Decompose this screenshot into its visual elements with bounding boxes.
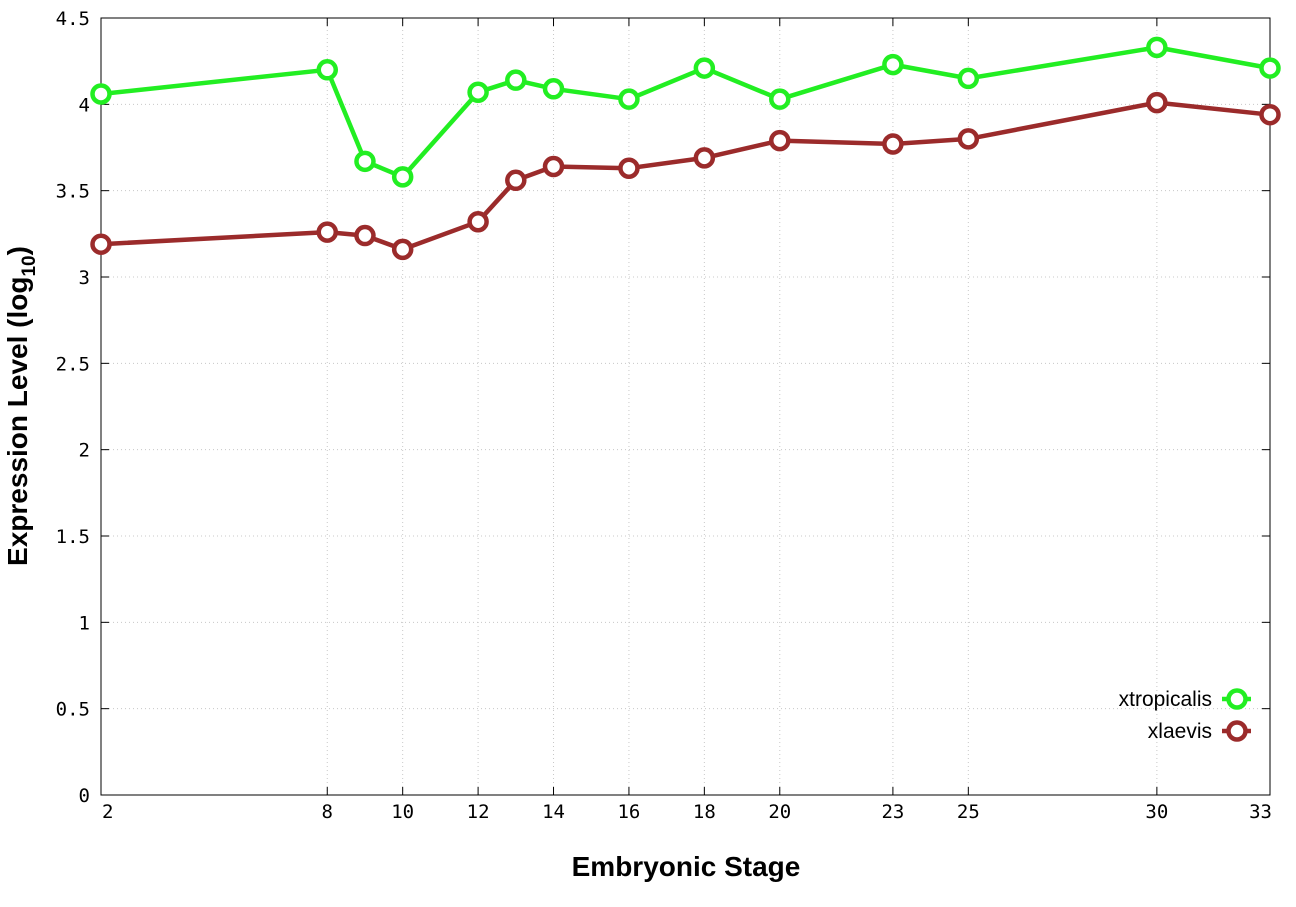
data-point-xtropicalis [693, 57, 716, 79]
legend-swatch-marker-xtropicalis [1226, 688, 1248, 710]
x-tick-label: 14 [542, 801, 565, 823]
data-point-xlaevis [505, 169, 527, 192]
data-point-xtropicalis [316, 59, 339, 81]
x-axis-title: Embryonic Stage [572, 851, 801, 882]
series-line-xtropicalis [100, 45, 1271, 180]
y-tick-label: 4 [79, 94, 90, 116]
data-point-xlaevis [1146, 91, 1168, 114]
data-point-xlaevis [316, 221, 339, 243]
data-point-xtropicalis [354, 150, 376, 173]
x-tick-label: 18 [693, 801, 716, 823]
y-axis-title-main: Expression Level (log [2, 277, 33, 566]
x-tick-label: 12 [467, 801, 490, 823]
x-tick-label: 10 [391, 801, 414, 823]
data-point-xtropicalis [618, 88, 640, 110]
data-point-xlaevis [957, 128, 980, 150]
x-tick-label: 2 [102, 801, 113, 823]
x-tick-label: 25 [957, 801, 980, 823]
data-point-xlaevis [467, 210, 489, 233]
y-tick-label: 0 [79, 785, 90, 807]
legend-swatch-marker-xlaevis [1226, 720, 1248, 742]
y-tick-label: 2.5 [56, 353, 90, 375]
data-point-xlaevis [542, 155, 565, 178]
y-tick-label: 1.5 [56, 526, 90, 548]
data-point-xtropicalis [90, 83, 112, 105]
data-point-xtropicalis [1146, 36, 1168, 59]
x-tick-label: 23 [881, 801, 904, 823]
legend-label-xlaevis: xlaevis [1148, 720, 1212, 743]
data-point-xtropicalis [467, 81, 489, 103]
data-point-xtropicalis [505, 69, 527, 91]
data-point-xlaevis [618, 157, 640, 179]
grid-layer [101, 18, 1270, 795]
data-point-xlaevis [354, 224, 376, 247]
series-line-xlaevis [100, 100, 1271, 252]
y-axis-title-close: ) [2, 246, 33, 255]
data-point-xtropicalis [542, 78, 565, 100]
data-point-xlaevis [693, 147, 716, 169]
x-tick-label: 33 [1249, 801, 1272, 823]
data-point-xtropicalis [957, 67, 980, 90]
legend: xtropicalis xlaevis [1119, 688, 1251, 743]
data-point-xlaevis [90, 233, 112, 255]
x-tick-label: 20 [768, 801, 791, 823]
data-point-xtropicalis [391, 166, 414, 188]
x-tick-label: 30 [1145, 801, 1168, 823]
x-tick-label: 16 [617, 801, 640, 823]
data-point-xtropicalis [769, 88, 791, 110]
ticks-layer: 0 0.5 1 1.5 2 2.5 3 3.5 4 4.5 2 8 10 12 14 16 18 20 23 25 30… [56, 8, 1272, 823]
data-point-xlaevis [769, 129, 791, 152]
x-tick-label: 8 [322, 801, 333, 823]
plot-frame [100, 17, 1271, 796]
data-point-xlaevis [882, 133, 904, 155]
legend-label-xtropicalis: xtropicalis [1119, 688, 1212, 711]
y-tick-label: 1 [79, 612, 90, 634]
series-layer [90, 36, 1281, 261]
y-axis-title-subscript: 10 [19, 255, 40, 276]
data-point-xtropicalis [882, 53, 904, 76]
data-point-xlaevis [391, 238, 414, 261]
y-tick-label: 0.5 [56, 699, 90, 721]
y-tick-label: 4.5 [56, 8, 90, 30]
data-point-xtropicalis [1259, 57, 1281, 79]
y-axis-title: Expression Level (log10) [2, 246, 40, 566]
data-point-xlaevis [1259, 103, 1281, 126]
y-tick-label: 3.5 [56, 181, 90, 203]
y-tick-label: 2 [79, 440, 90, 462]
y-tick-label: 3 [79, 267, 90, 289]
